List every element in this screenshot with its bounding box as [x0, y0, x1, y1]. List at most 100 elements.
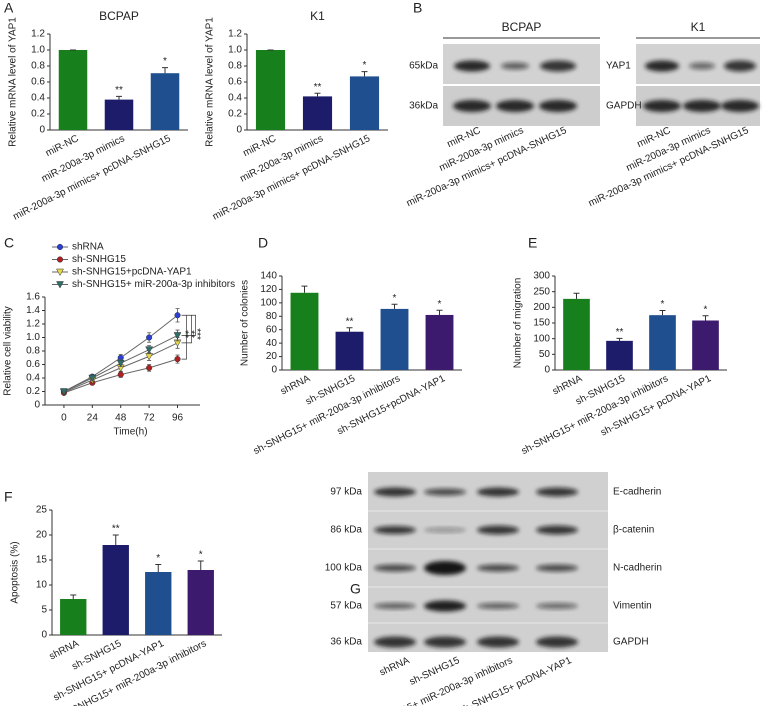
y-tick-label: 5	[41, 605, 47, 616]
bar	[692, 320, 719, 370]
y-tick-label: 0.2	[228, 109, 242, 120]
bracket	[181, 314, 196, 360]
y-tick-label: 100	[533, 333, 550, 344]
bar	[380, 308, 409, 370]
point	[146, 364, 153, 371]
y-tick-label: 1.2	[228, 29, 242, 40]
x-tick-label: 0	[61, 413, 67, 424]
bar	[187, 570, 214, 635]
blot-band	[721, 100, 759, 112]
blot-band	[477, 487, 519, 497]
marker-label: 100 kDa	[325, 563, 363, 574]
y-tick-label: 200	[533, 302, 550, 313]
blot-band	[536, 564, 578, 572]
panel-label: A	[4, 0, 14, 16]
marker-label: 86 kDa	[330, 525, 362, 536]
significance: **	[179, 330, 190, 338]
bar	[349, 76, 380, 130]
y-axis-label: Number of migration	[513, 278, 524, 369]
y-tick-label: 0.6	[31, 77, 45, 88]
y-tick-label: 0	[236, 125, 242, 136]
legend-label: shRNA	[72, 242, 104, 253]
x-tick-label: miR-200a-3p mimics+ pcDNA-SNHG15	[11, 133, 173, 223]
y-tick-label: 140	[260, 271, 277, 282]
protein-label: Vimentin	[613, 601, 652, 612]
bar	[255, 50, 286, 130]
x-tick-label: 96	[172, 413, 184, 424]
x-tick-label: shRNA	[279, 373, 313, 397]
y-tick-label: 0	[271, 365, 277, 376]
significance: *	[163, 56, 167, 67]
error-bar	[155, 564, 162, 572]
blot-band	[536, 487, 578, 497]
bar	[425, 314, 454, 370]
protein-label: β-catenin	[613, 525, 654, 536]
y-tick-label: 100	[260, 297, 277, 308]
error-bar	[346, 327, 353, 332]
blot-band	[539, 100, 577, 112]
y-tick-label: 60	[266, 324, 278, 335]
bar	[102, 545, 129, 635]
error-bar	[162, 67, 168, 74]
marker-label: 36kDa	[409, 101, 438, 112]
y-tick-label: 1.0	[228, 45, 242, 56]
blot-title: K1	[691, 20, 706, 34]
point	[146, 334, 153, 341]
error-bar	[702, 315, 709, 321]
blot-band	[477, 564, 519, 572]
significance: **	[346, 316, 354, 327]
significance: *	[363, 60, 367, 71]
error-bar	[314, 92, 321, 97]
blot-band	[374, 564, 416, 572]
chart-title: K1	[310, 9, 325, 23]
blot-band	[683, 100, 721, 112]
marker-label: 57 kDa	[330, 601, 362, 612]
error-bar	[70, 594, 77, 599]
blot-band	[424, 561, 466, 575]
blot-band	[689, 62, 715, 70]
blot-band	[540, 60, 576, 72]
significance: **	[185, 330, 196, 338]
bar	[60, 599, 87, 635]
blot-band	[424, 527, 466, 533]
bar	[335, 331, 364, 370]
marker-label: 65kDa	[409, 61, 438, 72]
y-tick-label: 1.0	[26, 332, 40, 343]
y-tick-label: 150	[533, 318, 550, 329]
blot-band	[536, 525, 578, 535]
y-tick-label: 0.4	[26, 373, 40, 384]
blot-band	[496, 100, 534, 112]
significance: *	[438, 299, 442, 310]
panel-label: F	[4, 489, 13, 505]
lane-label: shRNA	[378, 655, 412, 678]
x-tick-label: miR-200a-3p mimics+ pcDNA-SNHG15	[211, 133, 373, 223]
y-tick-label: 250	[533, 286, 550, 297]
error-bar	[436, 309, 443, 315]
significance: *	[199, 550, 203, 561]
point	[117, 371, 124, 378]
y-axis-label: Relative mRNA level of YAP1	[205, 17, 216, 147]
y-tick-label: 0.2	[26, 386, 40, 397]
y-tick-label: 0.6	[228, 77, 242, 88]
blot-band	[536, 636, 578, 648]
significance: *	[393, 293, 397, 304]
point	[60, 388, 68, 396]
legend-label: sh-SNHG15+ miR-200a-3p inhibitors	[72, 279, 235, 290]
blot-band	[643, 100, 681, 112]
panel-label: G	[350, 581, 361, 597]
y-axis-label: Apoptosis (%)	[10, 541, 21, 603]
blot-band	[374, 487, 416, 497]
x-tick-label: sh-SNHG15+ miR-200a-3p inhibitors	[58, 638, 208, 706]
blot-band	[453, 100, 491, 112]
significance: **	[616, 327, 624, 338]
significance: *	[661, 299, 665, 310]
series-line	[63, 314, 178, 392]
x-tick-label: 48	[115, 413, 127, 424]
panel-label: C	[4, 235, 14, 251]
error-bar	[112, 534, 119, 545]
marker-label: 97 kDa	[330, 487, 362, 498]
error-bar	[391, 303, 398, 309]
point	[173, 332, 182, 340]
y-tick-label: 0.6	[26, 359, 40, 370]
